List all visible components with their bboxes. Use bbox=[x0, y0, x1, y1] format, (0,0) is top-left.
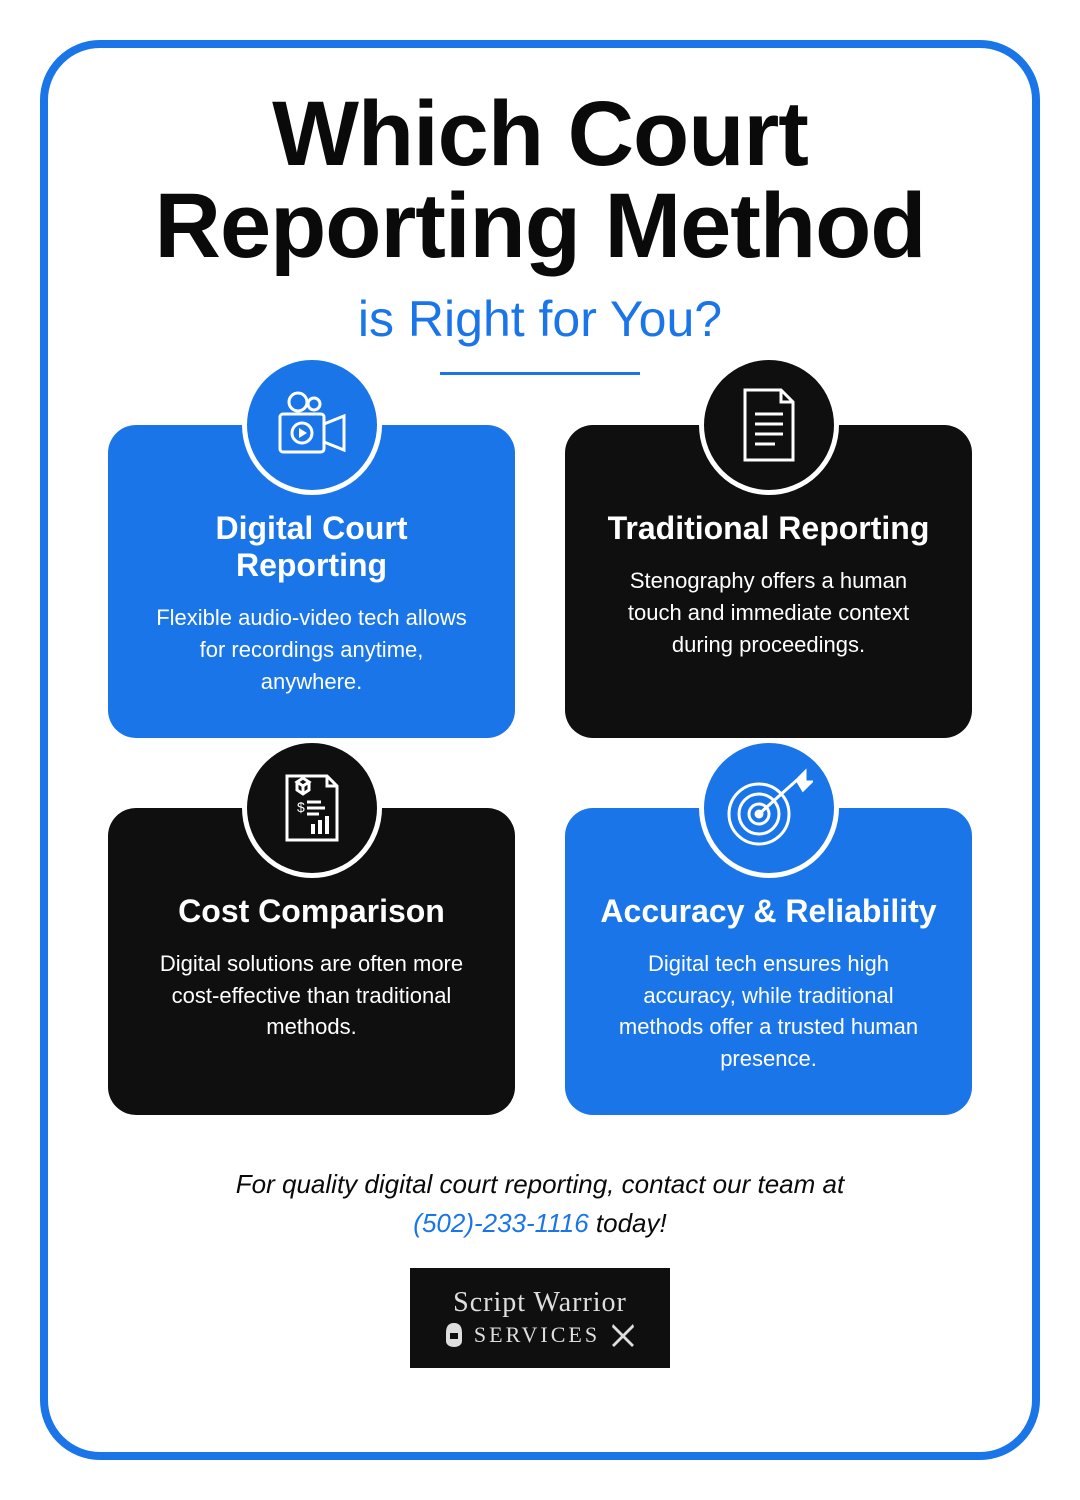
target-icon bbox=[699, 738, 839, 878]
card-description: Digital solutions are often more cost-ef… bbox=[138, 948, 485, 1044]
card-traditional-reporting: Traditional Reporting Stenography offers… bbox=[565, 425, 972, 738]
card-title: Traditional Reporting bbox=[595, 510, 942, 547]
footer-suffix: today! bbox=[589, 1208, 667, 1238]
swords-icon bbox=[608, 1321, 638, 1349]
logo-line-2: SERVICES bbox=[474, 1322, 600, 1348]
logo-line-2-row: SERVICES bbox=[442, 1321, 638, 1349]
card-title: Cost Comparison bbox=[138, 893, 485, 930]
card-description: Digital tech ensures high accuracy, whil… bbox=[595, 948, 942, 1076]
footer-prefix: For quality digital court reporting, con… bbox=[236, 1169, 844, 1199]
logo-line-1: Script Warrior bbox=[453, 1287, 627, 1319]
footer-cta-text: For quality digital court reporting, con… bbox=[98, 1165, 982, 1243]
document-icon bbox=[699, 355, 839, 495]
title-underline bbox=[440, 372, 640, 375]
cards-grid: Digital Court Reporting Flexible audio-v… bbox=[98, 425, 982, 1115]
title-line-1: Which Court Reporting Method bbox=[98, 88, 982, 272]
report-icon: $ bbox=[242, 738, 382, 878]
title-line-2: is Right for You? bbox=[358, 290, 722, 348]
card-digital-reporting: Digital Court Reporting Flexible audio-v… bbox=[108, 425, 515, 738]
helmet-icon bbox=[442, 1321, 466, 1349]
card-accuracy-reliability: Accuracy & Reliability Digital tech ensu… bbox=[565, 808, 972, 1116]
card-title: Accuracy & Reliability bbox=[595, 893, 942, 930]
card-description: Stenography offers a human touch and imm… bbox=[595, 565, 942, 661]
svg-text:$: $ bbox=[297, 799, 305, 815]
card-title: Digital Court Reporting bbox=[138, 510, 485, 584]
camera-icon bbox=[242, 355, 382, 495]
infographic-frame: Which Court Reporting Method is Right fo… bbox=[40, 40, 1040, 1460]
company-logo: Script Warrior SERVICES bbox=[410, 1268, 670, 1368]
footer: For quality digital court reporting, con… bbox=[98, 1165, 982, 1368]
footer-phone-number: (502)-233-1116 bbox=[413, 1208, 588, 1238]
card-description: Flexible audio-video tech allows for rec… bbox=[138, 602, 485, 698]
card-cost-comparison: $ Cost Comparison Digital solutions are … bbox=[108, 808, 515, 1116]
